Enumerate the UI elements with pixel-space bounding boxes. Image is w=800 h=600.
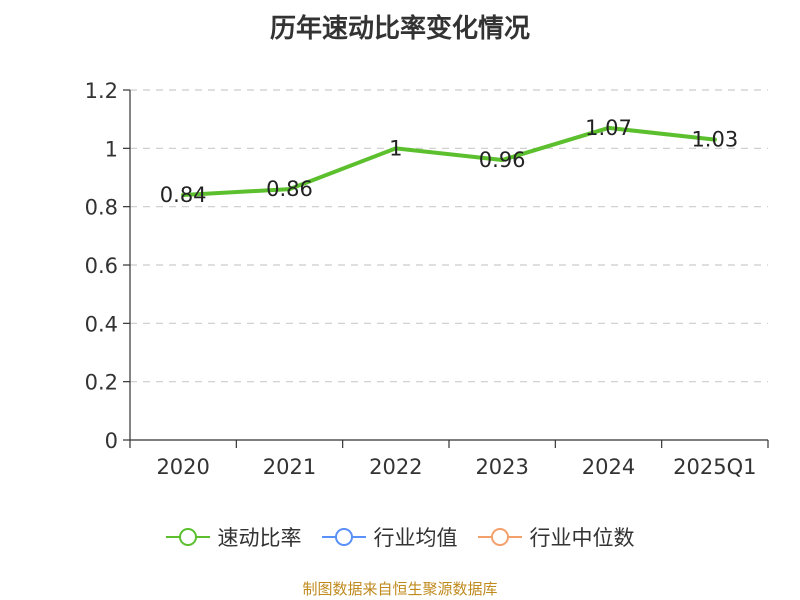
y-tick-label: 0.2 xyxy=(85,371,118,395)
data-label: 1.07 xyxy=(585,116,632,140)
series-line xyxy=(181,125,717,197)
y-tick-label: 1.2 xyxy=(85,79,118,103)
x-tick-label: 2022 xyxy=(369,455,422,479)
data-label: 0.96 xyxy=(479,148,526,172)
legend-marker-icon xyxy=(477,528,522,546)
data-point xyxy=(712,137,717,142)
data-point xyxy=(181,193,186,197)
x-tick-label: 2021 xyxy=(263,455,316,479)
grid-lines xyxy=(130,89,768,383)
data-labels: 0.84 0.86 1 0.96 1.07 1.03 xyxy=(160,116,738,207)
data-point xyxy=(287,187,292,192)
legend-label: 行业中位数 xyxy=(529,526,635,550)
legend-item[interactable]: 行业均值 xyxy=(321,522,458,552)
legend-marker-icon xyxy=(165,528,210,546)
source-note: 制图数据来自恒生聚源数据库 xyxy=(302,580,498,598)
data-point xyxy=(393,146,398,151)
series-lines xyxy=(181,125,717,197)
y-tick-label: 0.8 xyxy=(85,196,118,220)
y-tick-label: 0.4 xyxy=(85,312,118,336)
legend-item[interactable]: 行业中位数 xyxy=(477,522,635,552)
legend-item[interactable]: 速动比率 xyxy=(165,522,302,552)
data-point xyxy=(606,125,611,130)
data-label: 1 xyxy=(389,136,402,160)
data-label: 0.84 xyxy=(160,183,207,207)
data-label: 0.86 xyxy=(266,177,313,201)
chart-title: 历年速动比率变化情况 xyxy=(269,14,530,44)
legend-marker-icon xyxy=(321,528,366,546)
y-tick-label: 0.6 xyxy=(85,254,118,278)
x-tick-label: 2020 xyxy=(156,455,209,479)
x-tick-label: 2023 xyxy=(475,455,528,479)
y-tick-label: 0 xyxy=(105,429,118,453)
legend-label: 速动比率 xyxy=(217,526,302,550)
x-tick-label: 2025Q1 xyxy=(673,455,756,479)
axes: 0 0.2 0.4 0.6 0.8 1 1.2 2020 2021 2022 2023 2024 202… xyxy=(85,79,769,479)
legend-label: 行业均值 xyxy=(373,526,458,550)
data-point xyxy=(500,158,505,162)
y-tick-label: 1 xyxy=(105,137,118,161)
legend: 速动比率 行业均值 行业中位数 xyxy=(0,520,800,554)
x-tick-label: 2024 xyxy=(582,455,635,479)
data-label: 1.03 xyxy=(691,128,738,152)
